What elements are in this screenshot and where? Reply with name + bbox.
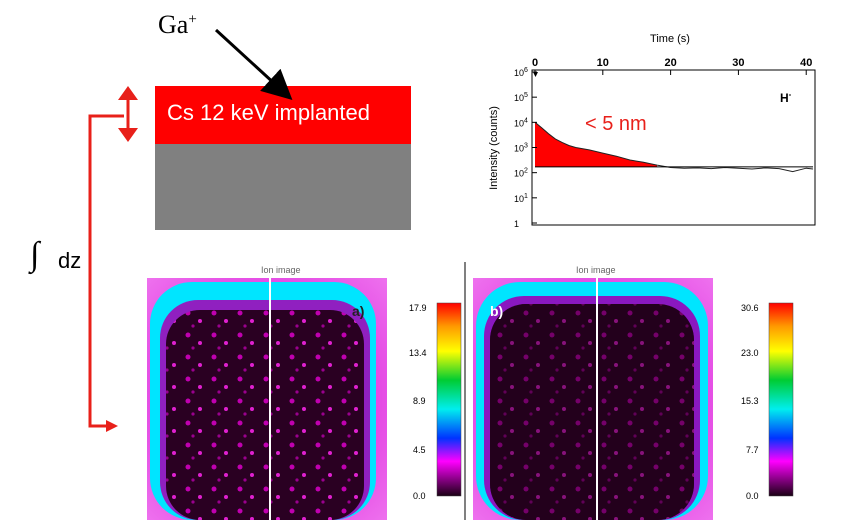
- substrate-layer: [155, 144, 411, 230]
- colorbar-b-tick-4: 0.0: [746, 491, 759, 501]
- ga-ion-charge: +: [188, 11, 197, 28]
- x-tick-label-2: 20: [664, 57, 676, 69]
- y-tick-label-0: 1: [514, 219, 519, 229]
- shallow-layer-fill: [535, 122, 657, 167]
- colorbar-a-tick-2: 8.9: [413, 396, 426, 406]
- species-label: H-: [780, 90, 792, 105]
- x-tick-label-3: 30: [732, 57, 744, 69]
- thickness-annotation: < 5 nm: [585, 113, 647, 135]
- ga-ion-label: Ga+: [158, 10, 197, 40]
- cs-layer-label: Cs 12 keV implanted: [167, 100, 370, 125]
- ion-image-a-title: Ion image: [261, 265, 301, 275]
- thickness-double-arrow: [118, 86, 138, 142]
- y-tick-label-5: 105: [514, 92, 528, 103]
- colorbar-b-tick-3: 7.7: [746, 445, 759, 455]
- colorbar-b-tick-1: 23.0: [741, 348, 759, 358]
- colorbar-a: 17.9 13.4 8.9 4.5 0.0: [409, 302, 462, 501]
- integral-dz-label: dz: [58, 248, 82, 273]
- x-tick-label-1: 10: [597, 57, 609, 69]
- species-charge: -: [789, 90, 792, 99]
- ga-beam-arrow: [214, 28, 293, 101]
- colorbar-b-tick-0: 30.6: [741, 303, 759, 313]
- h-minus-profile-line: [534, 121, 814, 173]
- integral-symbol: ∫: [30, 236, 40, 273]
- y-tick-label-3: 103: [514, 143, 528, 154]
- y-tick-label-4: 104: [514, 117, 528, 128]
- y-axis-title: Intensity (counts): [488, 106, 500, 190]
- ion-image-b: Ion image b): [473, 265, 713, 520]
- species-name: H: [780, 91, 789, 105]
- colorbar-b-tick-2: 15.3: [741, 396, 759, 406]
- ion-image-a: Ion image a): [147, 265, 387, 520]
- y-tick-label-6: 106: [514, 67, 528, 78]
- y-tick-label-1: 101: [514, 193, 528, 204]
- integration-bracket: [88, 114, 124, 428]
- time-marker-icon: [533, 72, 538, 77]
- colorbar-b: 30.6 23.0 15.3 7.7 0.0: [741, 302, 794, 501]
- ga-ion-name: Ga: [158, 10, 189, 39]
- colorbar-a-tick-0: 17.9: [409, 303, 427, 313]
- ion-image-b-label: b): [490, 303, 503, 319]
- colorbar-a-tick-3: 4.5: [413, 445, 426, 455]
- x-tick-label-0: 0: [532, 57, 538, 69]
- x-tick-label-4: 40: [800, 57, 812, 69]
- x-axis-title: Time (s): [650, 33, 690, 45]
- colorbar-a-tick-4: 0.0: [413, 491, 426, 501]
- colorbar-a-tick-1: 13.4: [409, 348, 427, 358]
- y-tick-label-2: 102: [514, 168, 528, 179]
- ion-image-a-label: a): [352, 303, 364, 319]
- ion-image-b-title: Ion image: [576, 265, 616, 275]
- depth-profile-chart: Time (s) 0 10 20 30 40 Intensity (counts) 1 1…: [480, 28, 825, 238]
